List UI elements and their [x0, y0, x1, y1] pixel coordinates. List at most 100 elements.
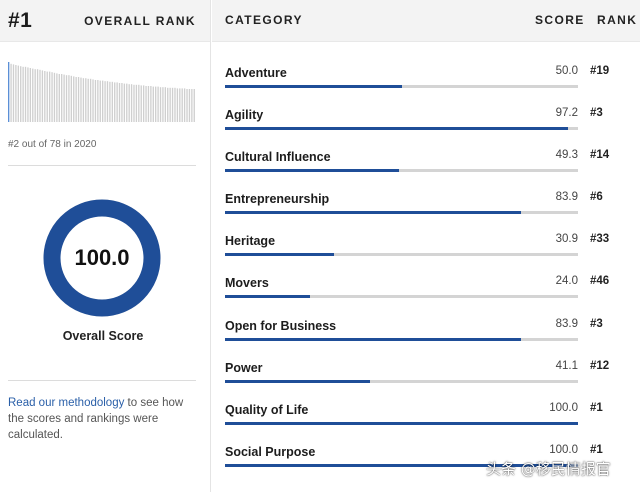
category-score: 24.0 — [555, 275, 578, 287]
trend-bar — [48, 71, 51, 122]
divider — [8, 165, 196, 166]
trend-bar — [85, 78, 87, 122]
methodology-link[interactable]: Read our methodology — [8, 397, 125, 409]
trend-bar-highlight — [8, 62, 10, 122]
trend-bar — [51, 72, 53, 122]
overall-rank-label: OVERALL RANK — [84, 14, 196, 28]
category-row-power: Power 41.1 #12 — [212, 360, 640, 403]
trend-bar — [70, 75, 72, 122]
trend-bar — [133, 84, 135, 122]
trend-bar — [10, 63, 12, 122]
score-column-header: SCORE — [535, 13, 585, 27]
trend-bar — [92, 79, 94, 122]
category-row-movers: Movers 24.0 #46 — [212, 275, 640, 318]
category-score: 41.1 — [555, 360, 578, 372]
overall-rank-value: #1 — [8, 9, 33, 32]
category-row-agility: Agility 97.2 #3 — [212, 107, 640, 150]
divider — [8, 380, 196, 381]
score-bar-fill — [225, 169, 400, 172]
trend-bar — [164, 87, 166, 122]
score-bar-track — [225, 253, 578, 256]
category-name: Cultural Influence — [225, 150, 331, 164]
category-name: Movers — [225, 276, 269, 290]
trend-bar — [181, 88, 183, 122]
trend-bar — [75, 77, 77, 122]
rank-note: #2 out of 78 in 2020 — [8, 139, 97, 150]
trend-bar — [94, 80, 97, 122]
category-score: 100.0 — [549, 444, 578, 456]
category-rank: #3 — [590, 318, 603, 330]
score-bar-track — [225, 211, 578, 214]
trend-bar — [77, 77, 80, 122]
trend-bar — [73, 76, 75, 122]
category-name: Quality of Life — [225, 403, 309, 417]
trend-bar — [186, 89, 188, 122]
category-name: Power — [225, 361, 263, 375]
category-column-header: CATEGORY — [225, 13, 303, 27]
category-row-quality-of-life: Quality of Life 100.0 #1 — [212, 402, 640, 445]
trend-bar — [32, 68, 34, 122]
trend-bar — [183, 88, 186, 122]
category-rank: #3 — [590, 107, 603, 119]
category-score: 83.9 — [555, 191, 578, 203]
trend-bar — [34, 69, 36, 122]
trend-bar — [53, 72, 56, 122]
trend-bar — [22, 66, 24, 122]
category-score: 30.9 — [555, 233, 578, 245]
category-name: Agility — [225, 108, 264, 122]
trend-bar — [109, 81, 111, 122]
trend-bar — [65, 75, 68, 122]
category-row-social-purpose: Social Purpose 100.0 #1 — [212, 444, 640, 487]
category-rank: #6 — [590, 191, 603, 203]
category-panel: CATEGORY SCORE RANK Adventure 50.0 #19 A… — [212, 0, 640, 492]
rank-trend-svg — [8, 62, 195, 122]
trend-bar — [20, 66, 22, 122]
score-bar-track — [225, 169, 578, 172]
score-bar-track — [225, 127, 578, 130]
trend-bar — [89, 78, 92, 122]
trend-bar — [58, 74, 60, 122]
trend-bar — [130, 84, 133, 122]
trend-bar — [167, 87, 169, 122]
score-bar-fill — [225, 253, 335, 256]
category-row-heritage: Heritage 30.9 #33 — [212, 233, 640, 276]
category-name: Social Purpose — [225, 445, 316, 459]
trend-bar — [27, 67, 29, 122]
trend-bar — [114, 82, 116, 122]
category-row-cultural-influence: Cultural Influence 49.3 #14 — [212, 149, 640, 192]
trend-bar — [121, 83, 123, 122]
trend-bar — [169, 87, 171, 122]
score-bar-fill — [225, 464, 578, 467]
trend-bar — [116, 82, 118, 122]
overall-score-label: Overall Score — [62, 329, 144, 343]
trend-bar — [97, 80, 99, 122]
trend-bar — [174, 87, 176, 122]
category-rank: #1 — [590, 402, 603, 414]
category-name: Open for Business — [225, 319, 337, 333]
trend-bar — [128, 84, 130, 122]
trend-bar — [15, 65, 17, 122]
trend-bar — [17, 65, 19, 122]
trend-bar — [135, 84, 138, 122]
donut-arc — [43, 199, 161, 317]
trend-bar — [46, 71, 48, 122]
trend-bar — [155, 86, 157, 122]
trend-bar — [80, 77, 82, 122]
trend-bar — [145, 86, 147, 122]
category-name: Heritage — [225, 234, 276, 248]
category-row-open-for-business: Open for Business 83.9 #3 — [212, 318, 640, 361]
trend-bar — [152, 86, 154, 122]
trend-bar — [63, 74, 65, 122]
trend-bar — [150, 86, 152, 122]
trend-bar — [44, 71, 46, 122]
trend-bar — [126, 83, 128, 122]
trend-bar — [61, 74, 63, 122]
trend-bar — [56, 73, 58, 122]
trend-bar — [102, 80, 104, 122]
trend-bar — [162, 87, 164, 122]
score-bar-fill — [225, 211, 522, 214]
category-rank: #33 — [590, 233, 610, 245]
score-bar-fill — [225, 380, 371, 383]
score-bar-fill — [225, 422, 578, 425]
score-bar-track — [225, 422, 578, 425]
